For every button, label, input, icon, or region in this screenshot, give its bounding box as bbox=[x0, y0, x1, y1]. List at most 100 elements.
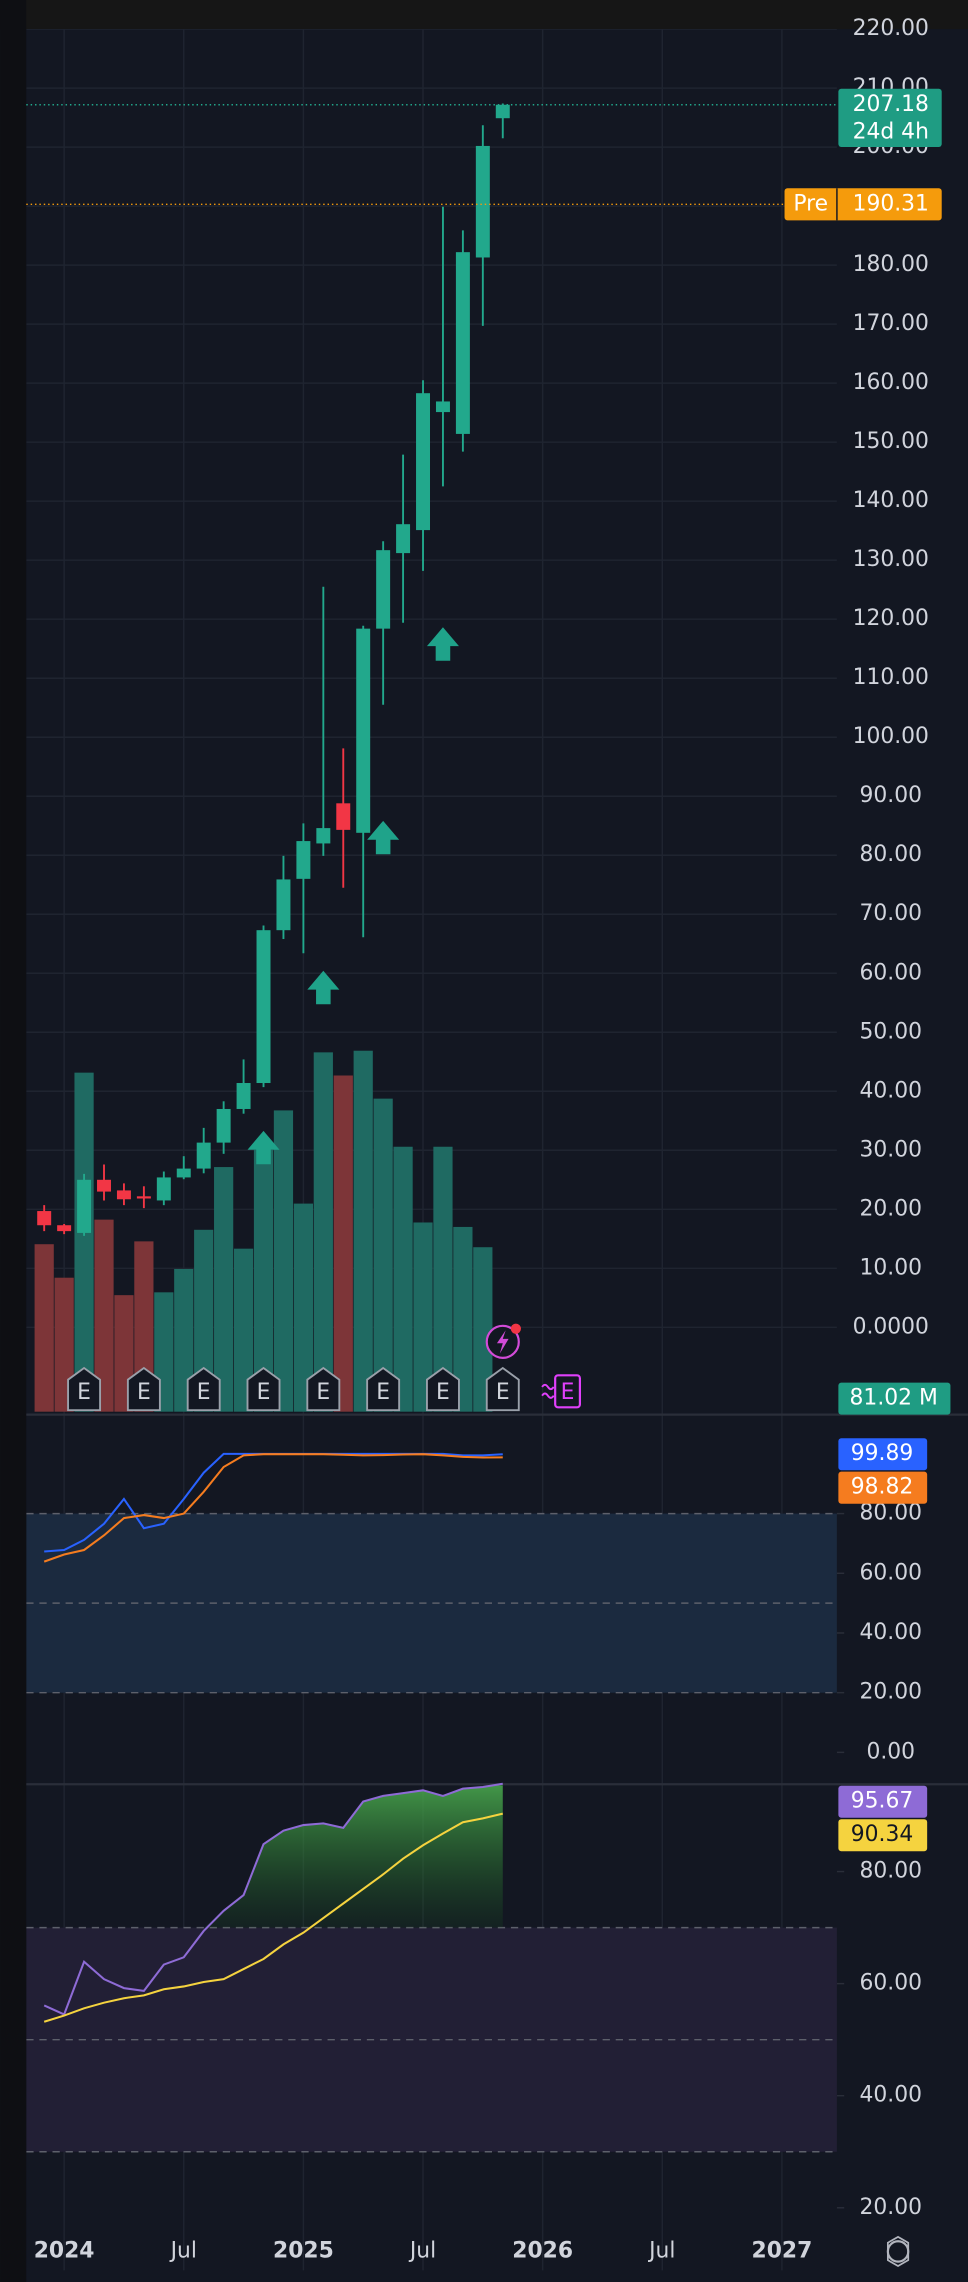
value-badge-label: 98.82 bbox=[851, 1475, 914, 1500]
earnings-marker bbox=[426, 1366, 460, 1412]
indicator-line bbox=[43, 1812, 504, 2023]
candle-body bbox=[97, 1179, 111, 1192]
plot-area bbox=[26, 29, 837, 2271]
volume-bar bbox=[393, 1146, 413, 1412]
volume-bar bbox=[233, 1248, 254, 1412]
volume-bar bbox=[413, 1222, 433, 1412]
earnings-label: E bbox=[77, 1380, 91, 1405]
y-tick-label: 140.00 bbox=[853, 488, 929, 513]
value-badge-label: 99.89 bbox=[851, 1441, 914, 1466]
x-tick-label: 2025 bbox=[273, 2238, 334, 2263]
earnings-label: E bbox=[496, 1380, 510, 1405]
y-tick-label: 150.00 bbox=[853, 429, 929, 454]
y-tick-label: 20.00 bbox=[860, 1680, 923, 1705]
candle-body bbox=[435, 401, 450, 413]
overlay: 2024 Jul 2025 Jul 2026 Jul 2027 0.0000 10.00 20.0… bbox=[26, 16, 968, 2267]
upcoming-wave bbox=[541, 1383, 555, 1399]
y-tick-label: 180.00 bbox=[853, 252, 929, 277]
earnings-marker bbox=[67, 1366, 102, 1412]
signal-arrow bbox=[426, 627, 459, 661]
overbought-fill bbox=[44, 1783, 503, 1928]
signal-arrow bbox=[247, 1130, 280, 1165]
candle-body bbox=[256, 930, 271, 1084]
volume-bar bbox=[134, 1241, 154, 1412]
candle-body bbox=[216, 1108, 231, 1143]
y-tick-label: 0.00 bbox=[866, 1739, 915, 1764]
y-tick-label: 60.00 bbox=[860, 1560, 923, 1585]
candle-body bbox=[396, 524, 411, 554]
y-tick-label: 100.00 bbox=[853, 724, 929, 749]
volume-bar bbox=[373, 1098, 393, 1412]
signal-arrow bbox=[367, 820, 400, 855]
volume-label: 81.02 M bbox=[850, 1386, 938, 1411]
volume-bar bbox=[273, 1110, 294, 1412]
y-tick-label: 130.00 bbox=[853, 547, 929, 572]
y-tick-label: 30.00 bbox=[860, 1137, 923, 1162]
volume-badge bbox=[838, 1382, 951, 1415]
x-tick-label: 2027 bbox=[752, 2238, 813, 2263]
indicator-line bbox=[43, 1782, 503, 2016]
premarket-tag: Pre bbox=[793, 191, 828, 216]
last-price-badge bbox=[838, 88, 942, 147]
premarket-badge bbox=[784, 188, 942, 221]
indicator-line bbox=[43, 1453, 503, 1563]
y-tick-label: 80.00 bbox=[860, 1859, 923, 1884]
y-tick-label: 60.00 bbox=[860, 960, 923, 985]
volume-bar bbox=[473, 1247, 493, 1412]
candle-body bbox=[336, 803, 351, 830]
y-tick-label: 40.00 bbox=[860, 1620, 923, 1645]
y-tick-label: 220.00 bbox=[853, 16, 929, 41]
volume-bar bbox=[313, 1052, 333, 1412]
candle-body bbox=[176, 1168, 191, 1178]
volume-bar bbox=[253, 1149, 274, 1412]
earnings-label: E bbox=[257, 1380, 271, 1405]
earnings-marker bbox=[366, 1366, 401, 1412]
earnings-label: E bbox=[316, 1380, 330, 1405]
x-tick-label: Jul bbox=[169, 2238, 197, 2263]
y-tick-label: 120.00 bbox=[853, 606, 929, 631]
value-badge-label: 90.34 bbox=[851, 1822, 914, 1847]
value-badge bbox=[838, 1471, 928, 1504]
candle-body bbox=[495, 104, 510, 119]
volume-bar bbox=[433, 1146, 453, 1412]
candle-body bbox=[57, 1225, 72, 1232]
candle-body bbox=[236, 1083, 251, 1109]
volume-bar bbox=[333, 1075, 353, 1412]
earnings-marker bbox=[126, 1366, 161, 1412]
earnings-marker bbox=[186, 1366, 221, 1412]
y-tick-label: 60.00 bbox=[860, 1971, 923, 1996]
y-tick-label: 40.00 bbox=[860, 2083, 923, 2108]
premarket-price: 190.31 bbox=[853, 191, 929, 216]
earnings-marker bbox=[246, 1366, 281, 1412]
earnings-label: E bbox=[436, 1380, 450, 1405]
candle-body bbox=[77, 1179, 92, 1233]
value-badge bbox=[838, 1785, 928, 1818]
last-price-label: 207.18 bbox=[853, 92, 929, 117]
candle-body bbox=[455, 252, 470, 434]
y-tick-label: 80.00 bbox=[860, 842, 923, 867]
y-tick-label: 20.00 bbox=[860, 1196, 923, 1221]
value-badge-label: 95.67 bbox=[851, 1789, 914, 1814]
x-tick-label: Jul bbox=[647, 2238, 675, 2263]
volume-bar bbox=[174, 1268, 194, 1412]
candle-body bbox=[376, 550, 391, 629]
candle-body bbox=[356, 628, 371, 833]
y-tick-label: 110.00 bbox=[853, 665, 929, 690]
candle-body bbox=[475, 145, 490, 258]
earnings-label: E bbox=[376, 1380, 390, 1405]
candle-body bbox=[276, 879, 291, 931]
volume-bar bbox=[453, 1226, 473, 1412]
x-tick-label: 2024 bbox=[34, 2238, 95, 2263]
upcoming-earnings-box bbox=[554, 1374, 581, 1409]
signal-arrow bbox=[307, 970, 340, 1005]
countdown-label: 24d 4h bbox=[853, 119, 929, 144]
value-badge bbox=[838, 1438, 928, 1471]
y-tick-label: 50.00 bbox=[860, 1019, 923, 1044]
event-dot bbox=[510, 1323, 521, 1334]
y-tick-label: 80.00 bbox=[860, 1501, 923, 1526]
settings-icon-frame bbox=[886, 2235, 910, 2267]
volume-bar bbox=[74, 1072, 94, 1412]
candle-body bbox=[156, 1177, 171, 1201]
y-tick-label: 70.00 bbox=[860, 901, 923, 926]
